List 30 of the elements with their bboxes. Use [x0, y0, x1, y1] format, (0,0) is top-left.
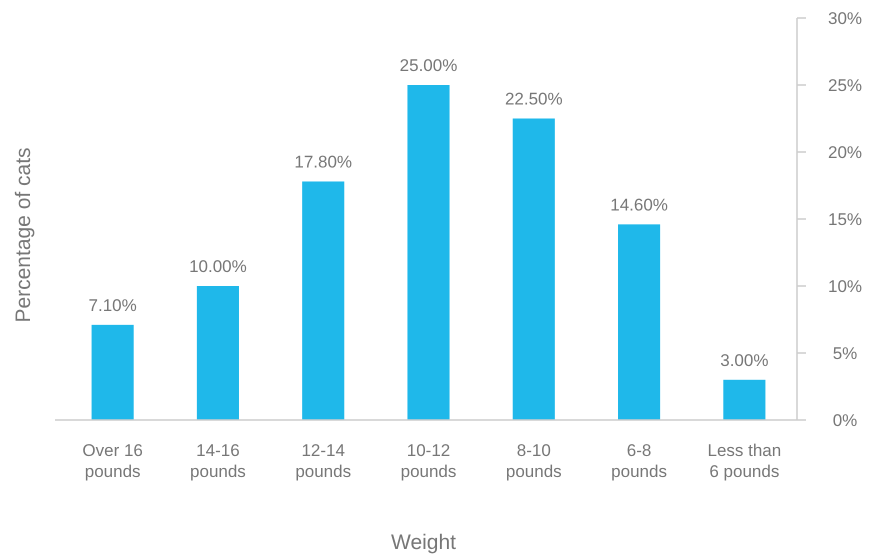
x-axis-title: Weight [391, 531, 456, 554]
data-label: 25.00% [400, 56, 458, 75]
data-label: 3.00% [720, 350, 768, 370]
x-tick-label: Over 16 pounds [82, 441, 143, 481]
bar [407, 85, 450, 420]
x-tick-label: Less than 6 pounds [707, 441, 782, 481]
x-tick-label: 8-10 pounds [506, 441, 562, 481]
bar [196, 286, 239, 420]
bar [618, 224, 660, 420]
y-tick-label: 15% [828, 210, 862, 229]
bar [512, 118, 555, 420]
y-axis-title: Percentage of cats [12, 147, 35, 323]
y-tick-label: 25% [828, 76, 862, 95]
x-tick-label: 12-14 pounds [295, 441, 352, 481]
bar [302, 181, 344, 420]
data-label: 17.80% [294, 152, 352, 172]
data-label: 14.60% [610, 195, 668, 214]
bar [723, 380, 766, 420]
x-tick-label: 14-16 pounds [190, 441, 246, 481]
x-tick-label: 6-8 pounds [611, 441, 667, 481]
bar [92, 324, 134, 420]
y-tick-label: 30% [828, 8, 862, 28]
data-label: 22.50% [504, 90, 563, 108]
y-tick-label: 5% [832, 344, 858, 363]
data-label: 7.10% [88, 296, 137, 315]
y-tick-label: 20% [828, 142, 862, 162]
y-tick-label: 0% [832, 410, 858, 430]
data-label: 10.00% [189, 257, 247, 276]
x-tick-label: 10-12 pounds [400, 441, 456, 481]
y-tick-label: 10% [828, 276, 862, 296]
